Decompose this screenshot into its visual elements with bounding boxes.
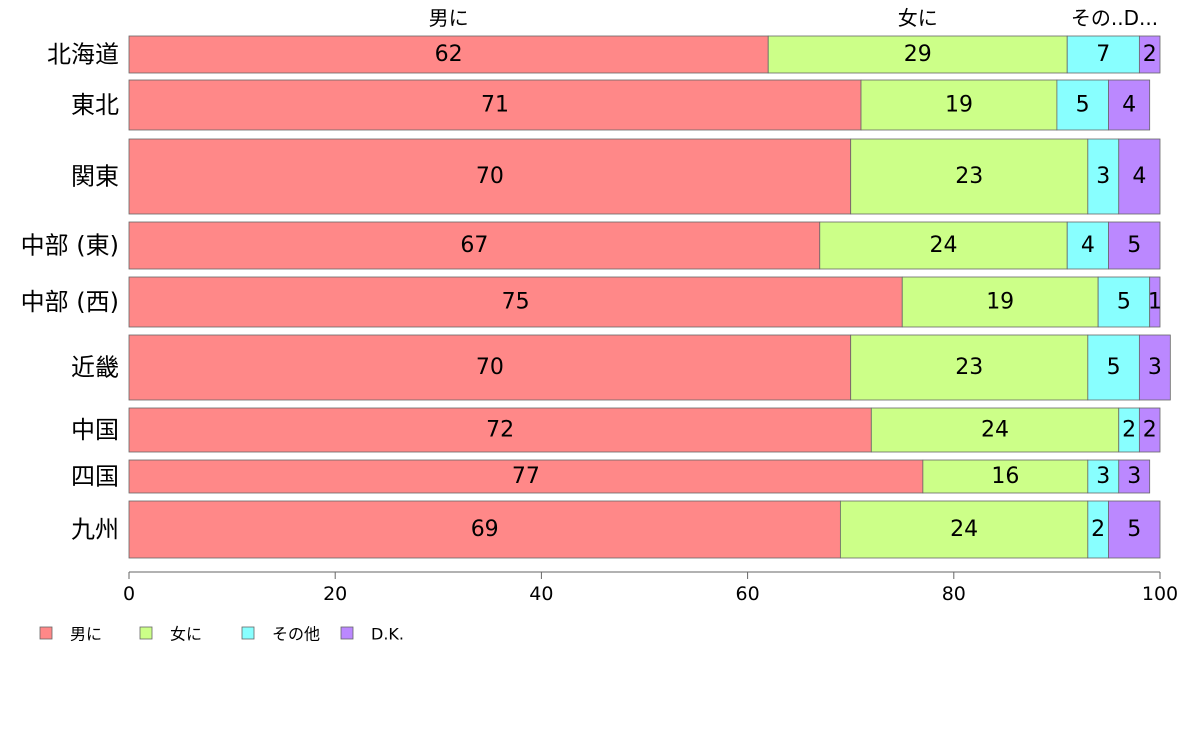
category-label: 北海道 <box>47 41 119 69</box>
bar-segment <box>767 35 1068 74</box>
bar-segment <box>128 138 852 215</box>
bar-value-label: 2 <box>1091 517 1105 542</box>
bar-value-label: 2 <box>1122 418 1136 443</box>
bar-segment <box>1149 276 1161 328</box>
category-label: 東北 <box>71 91 119 119</box>
bar-value-label: 5 <box>1076 93 1090 118</box>
bar-segment <box>1056 79 1109 131</box>
bar-value-label: 3 <box>1127 464 1141 489</box>
bar-value-label: 3 <box>1096 164 1110 189</box>
category-label: 中国 <box>71 416 119 444</box>
bar-segment <box>1138 407 1161 453</box>
x-tick-label: 60 <box>736 583 760 605</box>
bar-value-label: 29 <box>904 42 932 67</box>
bar-value-label: 19 <box>986 290 1014 315</box>
bar-segment <box>839 500 1089 559</box>
category-label: 四国 <box>71 463 119 491</box>
category-label: 中部 (東) <box>21 232 119 260</box>
bar-segment <box>1066 35 1140 74</box>
bar-segment <box>1138 334 1171 401</box>
bar-segment <box>128 500 841 559</box>
bar-segment <box>1118 138 1161 215</box>
legend-swatch <box>139 626 153 640</box>
bar-value-label: 70 <box>476 355 504 380</box>
bar-value-label: 5 <box>1107 355 1121 380</box>
top-labels: 男に 女に その..D... <box>429 6 1158 30</box>
bar-segment <box>1118 459 1151 494</box>
bar-segment <box>128 35 769 74</box>
x-tick-label: 0 <box>123 583 135 605</box>
top-label: その..D... <box>1071 6 1158 30</box>
x-axis: 0 20 40 60 80 100 <box>123 571 1178 605</box>
bar-segment <box>860 79 1058 131</box>
bar-value-label: 4 <box>1081 233 1095 258</box>
legend-label: D.K. <box>371 625 404 644</box>
bar-segment <box>1108 500 1161 559</box>
bar-segment <box>1108 221 1161 270</box>
bar-value-label: 5 <box>1117 290 1131 315</box>
bar-segment <box>1138 35 1161 74</box>
bar-segment <box>1108 79 1151 131</box>
bar-value-label: 4 <box>1122 93 1136 118</box>
bar-segment <box>128 221 821 270</box>
bar-value-label: 19 <box>945 93 973 118</box>
bar-segment <box>870 407 1120 453</box>
bar-value-label: 72 <box>486 418 514 443</box>
bar-segment <box>128 79 862 131</box>
bar-value-label: 69 <box>471 517 499 542</box>
bar-value-label: 24 <box>950 517 978 542</box>
bar-value-label: 2 <box>1143 42 1157 67</box>
bar-value-label: 23 <box>955 355 983 380</box>
legend-swatch <box>39 626 53 640</box>
bar-segment <box>128 459 924 494</box>
bars: 62 29 7 271 19 5 470 23 3 467 24 4 575 19 5 170 23 5 372 24… <box>128 35 1171 559</box>
bar-value-label: 24 <box>929 233 957 258</box>
bar-value-label: 70 <box>476 164 504 189</box>
legend: 男に 女に その他 D.K. <box>39 625 404 644</box>
bar-value-label: 23 <box>955 164 983 189</box>
bar-segment <box>850 138 1089 215</box>
legend-swatch <box>340 626 354 640</box>
bar-segment <box>128 276 903 328</box>
bar-segment <box>1066 221 1109 270</box>
bar-segment <box>128 407 872 453</box>
bar-value-label: 5 <box>1127 517 1141 542</box>
bar-value-label: 7 <box>1096 42 1110 67</box>
top-label: 女に <box>898 6 938 30</box>
bar-value-label: 67 <box>460 233 488 258</box>
category-label: 関東 <box>71 163 119 191</box>
bar-segment <box>901 276 1099 328</box>
bar-value-label: 71 <box>481 93 509 118</box>
category-label: 九州 <box>71 516 119 544</box>
bar-value-label: 16 <box>991 464 1019 489</box>
bar-segment <box>819 221 1068 270</box>
category-label: 中部 (西) <box>21 288 119 316</box>
x-tick-label: 80 <box>942 583 966 605</box>
legend-swatch <box>241 626 255 640</box>
bar-value-label: 1 <box>1148 290 1162 315</box>
bar-value-label: 77 <box>512 464 540 489</box>
legend-label: その他 <box>272 625 320 644</box>
legend-label: 男に <box>70 625 102 644</box>
bar-value-label: 3 <box>1148 355 1162 380</box>
x-tick-label: 40 <box>529 583 553 605</box>
bar-value-label: 3 <box>1096 464 1110 489</box>
bar-value-label: 24 <box>981 418 1009 443</box>
x-tick-label: 100 <box>1142 583 1178 605</box>
bar-value-label: 75 <box>502 290 530 315</box>
bar-segment <box>1097 276 1151 328</box>
bar-value-label: 2 <box>1143 418 1157 443</box>
bar-segment <box>1087 138 1120 215</box>
legend-label: 女に <box>170 625 202 644</box>
x-tick-label: 20 <box>323 583 347 605</box>
bar-segment <box>850 334 1089 401</box>
top-label: 男に <box>429 6 469 30</box>
bar-value-label: 62 <box>435 42 463 67</box>
bar-value-label: 4 <box>1132 164 1146 189</box>
category-label: 近畿 <box>71 354 119 382</box>
bar-value-label: 5 <box>1127 233 1141 258</box>
bar-segment <box>128 334 852 401</box>
